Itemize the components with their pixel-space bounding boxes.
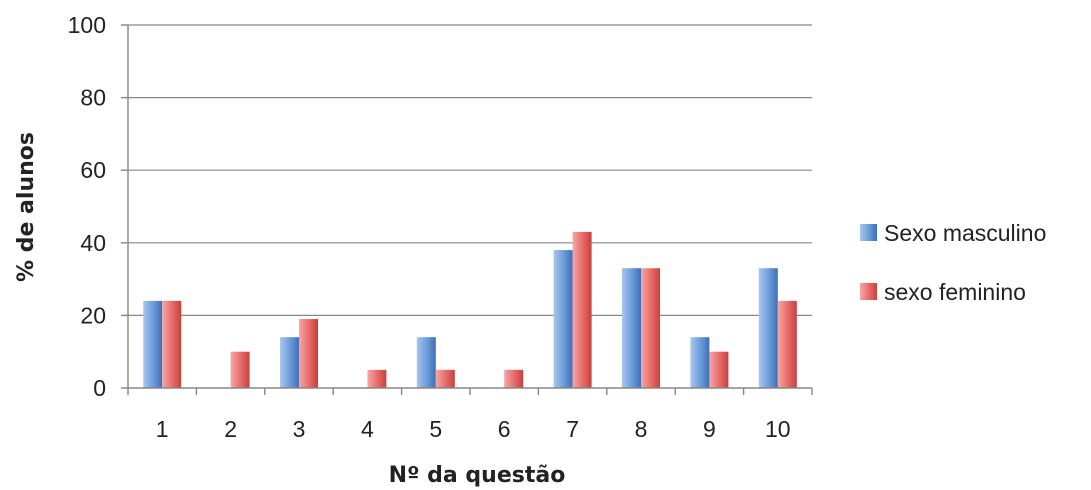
y-tick-label: 60	[80, 157, 106, 183]
bar-feminino-q1	[162, 300, 182, 388]
x-tick-label: 2	[224, 416, 237, 442]
legend-swatch-masculino	[860, 224, 877, 241]
x-tick-label: 10	[765, 416, 791, 442]
bar-feminino-q6	[504, 369, 524, 388]
x-tick-label: 5	[429, 416, 442, 442]
bar-feminino-q4	[367, 369, 387, 388]
y-axis-title: % de alunos	[14, 132, 39, 282]
legend: Sexo masculino sexo feminino	[860, 220, 1046, 305]
x-tick-label: 3	[293, 416, 306, 442]
axes	[121, 24, 813, 395]
bar-masculino-q8	[622, 268, 641, 388]
y-tick-label: 80	[80, 85, 106, 111]
bar-feminino-q8	[641, 268, 660, 388]
bar-masculino-q3	[280, 337, 299, 388]
bar-masculino-q1	[143, 300, 163, 388]
x-tick-label: 1	[156, 416, 169, 442]
x-axis-title: Nº da questão	[389, 463, 566, 488]
y-tick-label: 40	[80, 230, 106, 256]
x-tick-label: 6	[498, 416, 511, 442]
bar-feminino-q10	[777, 300, 797, 388]
bar-masculino-q7	[553, 250, 573, 388]
bar-masculino-q10	[758, 268, 778, 388]
x-tick-label: 8	[635, 416, 648, 442]
y-tick-label: 100	[68, 12, 106, 38]
x-tick-label: 7	[566, 416, 579, 442]
y-tick-label: 20	[80, 302, 106, 328]
x-tick-label: 9	[703, 416, 716, 442]
bar-feminino-q9	[709, 351, 729, 388]
x-tick-label: 4	[361, 416, 374, 442]
bar-feminino-q2	[230, 351, 250, 388]
bar-feminino-q7	[572, 231, 592, 388]
bar-feminino-q3	[299, 319, 318, 388]
bars	[143, 231, 797, 388]
legend-label: Sexo masculino	[884, 220, 1046, 246]
legend-label: sexo feminino	[884, 279, 1026, 305]
tick-labels: 0 20 40 60 80 100 1 2 3 4 5 6 7 8 9 10	[68, 12, 791, 442]
legend-swatch-feminino	[860, 283, 877, 300]
bar-feminino-q5	[435, 369, 455, 388]
bar-masculino-q9	[690, 337, 710, 388]
gridlines	[128, 24, 812, 316]
y-tick-label: 0	[93, 375, 106, 401]
bar-masculino-q5	[416, 337, 436, 388]
